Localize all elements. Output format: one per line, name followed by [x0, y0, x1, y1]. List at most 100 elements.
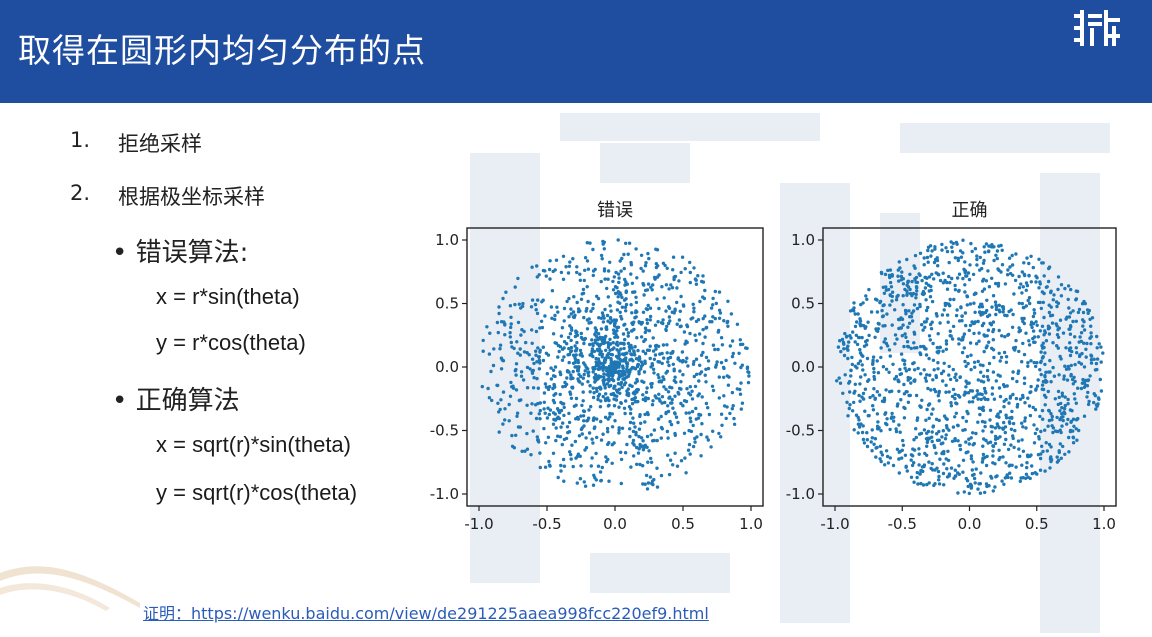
scatter-point — [965, 303, 969, 307]
scatter-point — [951, 324, 956, 329]
scatter-point — [619, 481, 623, 486]
scatter-point — [556, 355, 560, 359]
scatter-point — [933, 245, 937, 249]
scatter-point — [514, 388, 519, 392]
scatter-point — [969, 241, 973, 246]
scatter-point — [927, 334, 932, 338]
x-tick-label: -0.5 — [888, 515, 917, 533]
scatter-point — [603, 340, 607, 345]
scatter-point — [842, 347, 846, 351]
scatter-point — [573, 334, 578, 339]
scatter-point — [845, 400, 849, 404]
scatter-point — [930, 430, 934, 434]
scatter-point — [1069, 374, 1073, 378]
scatter-point — [501, 390, 506, 394]
scatter-point — [569, 312, 573, 316]
scatter-point — [538, 465, 542, 470]
scatter-point — [592, 417, 596, 421]
scatter-point — [991, 294, 996, 298]
scatter-point — [838, 381, 843, 385]
scatter-point — [936, 351, 940, 355]
scatter-point — [549, 305, 554, 309]
scatter-point — [520, 449, 524, 453]
scatter-point — [893, 308, 897, 312]
scatter-point — [944, 433, 948, 437]
scatter-point — [591, 395, 596, 400]
scatter-point — [516, 320, 521, 325]
scatter-point — [1069, 363, 1073, 368]
scatter-point — [1059, 294, 1064, 298]
scatter-point — [1020, 421, 1024, 425]
scatter-point — [501, 422, 505, 426]
scatter-point — [928, 338, 932, 342]
scatter-point — [655, 466, 659, 470]
scatter-point — [566, 430, 570, 435]
scatter-point — [530, 328, 534, 332]
scatter-point — [616, 238, 620, 242]
scatter-point — [858, 322, 862, 326]
scatter-point — [582, 341, 586, 346]
scatter-point — [535, 264, 539, 268]
scatter-point — [696, 274, 700, 278]
scatter-point — [661, 261, 666, 265]
scatter-point — [599, 399, 603, 403]
scatter-point — [740, 363, 744, 367]
scatter-point — [1025, 453, 1030, 457]
scatter-point — [632, 421, 636, 425]
scatter-point — [639, 266, 643, 271]
scatter-point — [626, 374, 631, 378]
scatter-point — [1060, 391, 1064, 395]
scatter-point — [906, 378, 910, 382]
scatter-point — [593, 366, 597, 371]
scatter-point — [598, 352, 602, 357]
scatter-point — [1010, 263, 1015, 267]
scatter-point — [925, 440, 929, 445]
scatter-point — [615, 390, 620, 394]
scatter-point — [923, 376, 928, 380]
scatter-point — [571, 369, 575, 374]
scatter-point — [679, 294, 683, 299]
scatter-point — [565, 376, 569, 380]
scatter-point — [621, 364, 625, 368]
scatter-point — [688, 416, 692, 420]
scatter-point — [966, 271, 971, 275]
scatter-point — [883, 324, 887, 328]
scatter-point — [1024, 288, 1028, 292]
reference-link[interactable]: 证明：https://wenku.baidu.com/view/de291225… — [143, 604, 709, 623]
scatter-point — [615, 286, 619, 290]
scatter-point — [888, 456, 892, 460]
scatter-point — [850, 355, 854, 360]
scatter-point — [599, 349, 603, 354]
scatter-point — [729, 312, 734, 316]
scatter-point — [1027, 339, 1031, 343]
scatter-point — [1030, 471, 1034, 476]
scatter-point — [738, 338, 742, 342]
scatter-point — [521, 378, 526, 382]
scatter-point — [991, 454, 995, 458]
scatter-point — [569, 349, 574, 353]
scatter-point — [583, 363, 587, 367]
scatter-point — [1003, 282, 1008, 286]
scatter-point — [848, 334, 852, 338]
scatter-point — [925, 431, 929, 435]
scatter-point — [703, 335, 707, 339]
scatter-point — [620, 426, 625, 430]
scatter-point — [854, 413, 859, 417]
scatter-point — [587, 370, 591, 374]
scatter-point — [722, 394, 726, 398]
scatter-point — [871, 404, 875, 408]
scatter-point — [700, 422, 704, 426]
scatter-point — [630, 401, 635, 406]
scatter-point — [895, 447, 900, 451]
scatter-point — [503, 418, 507, 422]
scatter-point — [976, 392, 980, 396]
scatter-point — [677, 279, 681, 283]
scatter-point — [672, 369, 676, 373]
scatter-point — [992, 397, 997, 401]
scatter-point — [638, 442, 642, 447]
scatter-point — [610, 425, 615, 429]
scatter-point — [958, 375, 962, 380]
scatter-point — [547, 412, 551, 417]
scatter-point — [1010, 409, 1014, 414]
scatter-point — [583, 484, 588, 488]
